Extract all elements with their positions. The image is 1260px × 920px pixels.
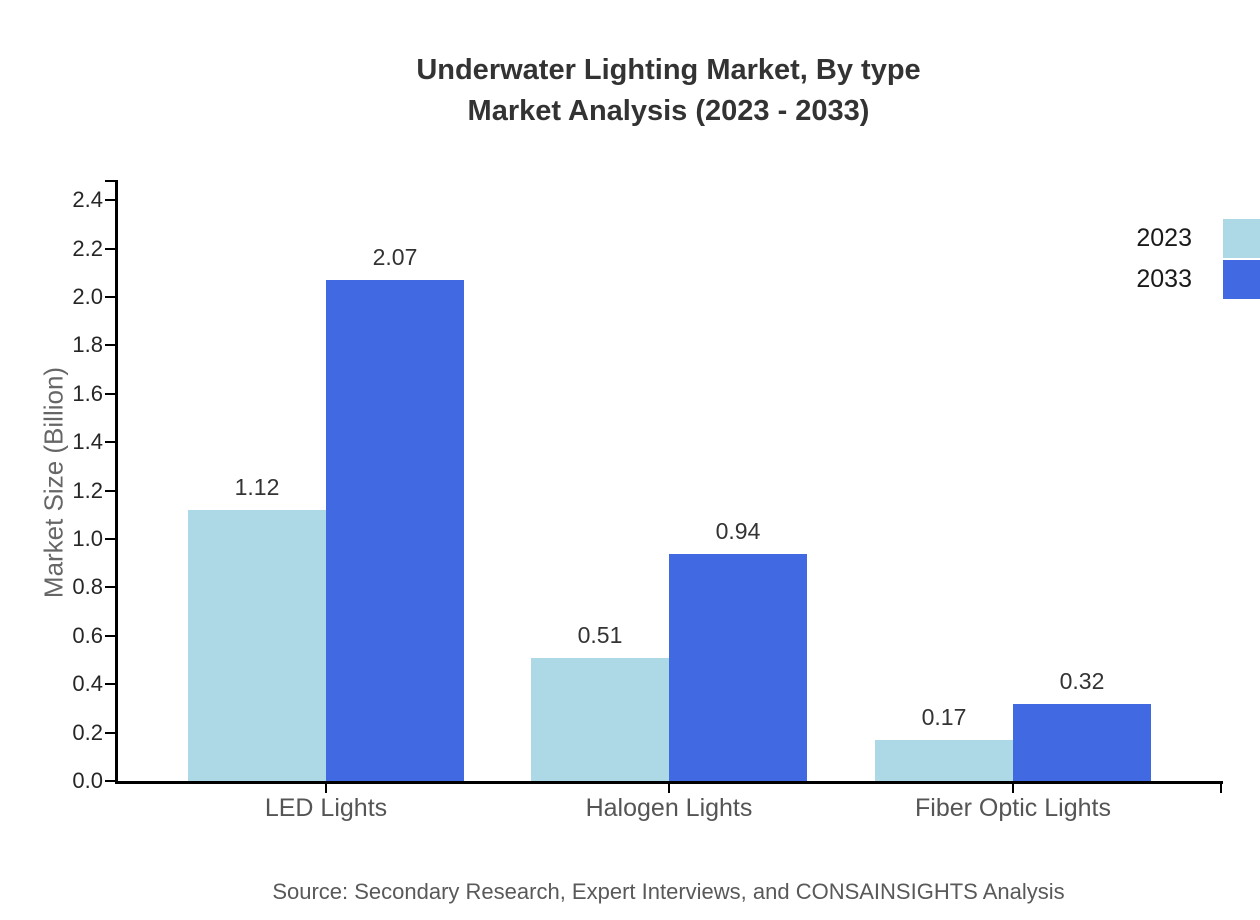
y-tick-mark bbox=[105, 392, 116, 395]
y-tick-label: 0.8 bbox=[72, 574, 103, 600]
bar-value-label: 1.12 bbox=[234, 473, 280, 500]
chart-title: Underwater Lighting Market, By type Mark… bbox=[115, 50, 1222, 132]
legend-label: 2033 bbox=[1136, 264, 1192, 293]
y-tick-label: 0.2 bbox=[72, 719, 103, 745]
y-tick-mark bbox=[105, 247, 116, 250]
x-tick-mark bbox=[325, 782, 327, 793]
x-category-label: LED Lights bbox=[264, 794, 388, 822]
y-tick-label: 2.4 bbox=[72, 187, 103, 213]
y-tick-label: 1.2 bbox=[72, 477, 103, 503]
bar-value-label: 0.94 bbox=[715, 517, 761, 544]
y-tick-label: 0.6 bbox=[72, 622, 103, 648]
y-tick-mark bbox=[105, 441, 116, 444]
y-tick-mark bbox=[105, 344, 116, 347]
x-axis-end-tick bbox=[1220, 782, 1222, 793]
y-tick-mark bbox=[105, 586, 116, 589]
bar-2033 bbox=[1013, 703, 1151, 781]
y-tick-label: 0.4 bbox=[72, 671, 103, 697]
bar-2033 bbox=[669, 553, 807, 781]
bar-2023 bbox=[188, 509, 326, 781]
y-tick-label: 2.2 bbox=[72, 235, 103, 261]
x-category-label: Halogen Lights bbox=[585, 794, 753, 822]
chart-title-line1: Underwater Lighting Market, By type bbox=[416, 54, 921, 86]
bar-value-label: 0.17 bbox=[921, 703, 967, 730]
bar-value-label: 2.07 bbox=[372, 244, 418, 271]
legend-swatch bbox=[1223, 259, 1260, 299]
y-tick-mark bbox=[105, 489, 116, 492]
y-axis-line bbox=[115, 180, 118, 783]
source-text: Source: Secondary Research, Expert Inter… bbox=[272, 879, 1065, 904]
chart-title-line2: Market Analysis (2023 - 2033) bbox=[467, 95, 870, 127]
legend-label: 2023 bbox=[1136, 224, 1192, 252]
x-category-label: Fiber Optic Lights bbox=[915, 794, 1111, 822]
y-tick-mark bbox=[105, 296, 116, 298]
y-tick-mark bbox=[105, 780, 116, 782]
y-tick-label: 1.4 bbox=[72, 429, 103, 455]
y-tick-label: 2.0 bbox=[72, 284, 103, 309]
x-tick-mark bbox=[668, 782, 670, 793]
y-axis-end-tick bbox=[105, 180, 116, 182]
y-tick-label: 1.8 bbox=[72, 332, 103, 358]
y-tick-label: 1.6 bbox=[72, 380, 103, 406]
y-tick-mark bbox=[105, 199, 116, 202]
x-tick-mark bbox=[1012, 782, 1014, 793]
bar-value-label: 0.51 bbox=[577, 621, 623, 648]
y-tick-mark bbox=[105, 731, 116, 734]
y-tick-label: 1.0 bbox=[72, 526, 103, 551]
legend-swatch bbox=[1223, 219, 1260, 258]
bar-2023 bbox=[875, 739, 1013, 781]
bar-value-label: 0.32 bbox=[1059, 667, 1105, 694]
y-tick-mark bbox=[105, 634, 116, 637]
y-tick-mark bbox=[105, 683, 116, 686]
bar-2023 bbox=[531, 657, 669, 781]
y-tick-mark bbox=[105, 538, 116, 540]
y-tick-label: 0.0 bbox=[72, 768, 103, 793]
bar-2033 bbox=[326, 280, 464, 781]
